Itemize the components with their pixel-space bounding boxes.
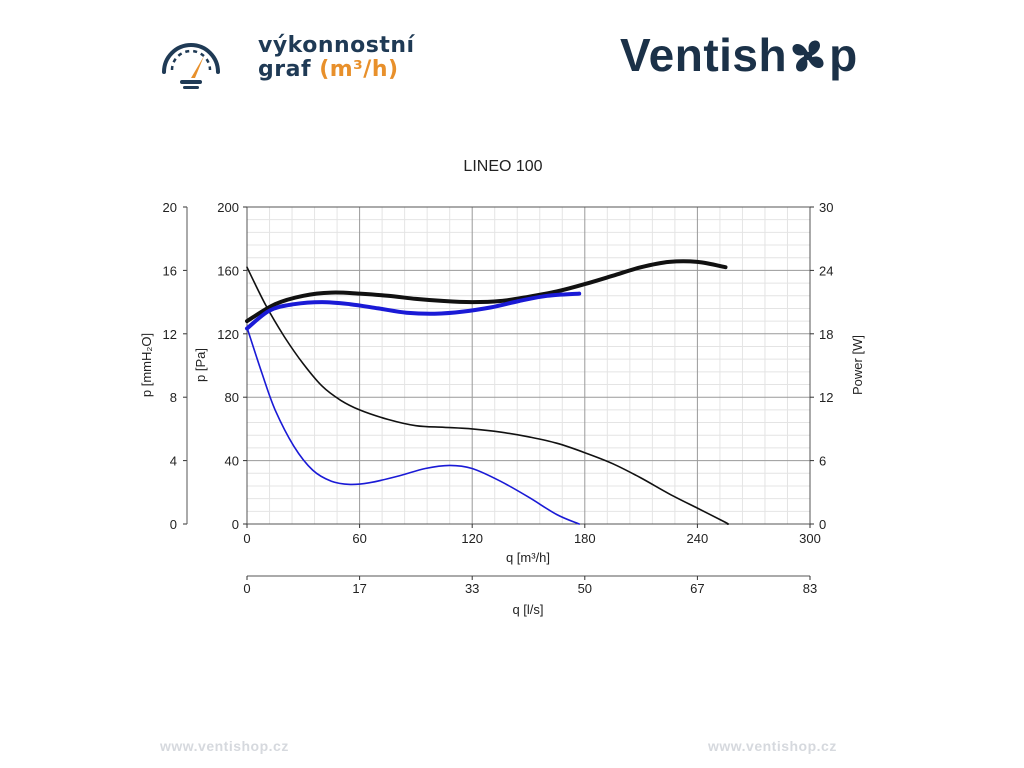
y-tick-label-power: 12 [819,390,833,405]
series-power-blue [245,291,582,331]
series-power-black [245,259,728,324]
y-axis-label-power: Power [W] [850,335,865,395]
y-tick-label-pa: 160 [217,263,239,278]
y-tick-label-mmh2o: 0 [170,517,177,532]
y-tick-label-mmh2o: 16 [163,263,177,278]
x-tick-label: 240 [687,531,709,546]
grid-minor [247,207,810,524]
y-axis-label-mmh2o: p [mmH₂O] [139,333,154,397]
x2-tick-label: 17 [352,581,366,596]
x2-tick-label: 50 [578,581,592,596]
chart-type-label: výkonnostní graf (m³/h) [258,34,415,82]
y-tick-label-power: 18 [819,327,833,342]
ticks-layer: 0 60 120 180 240 3000408012016020004812162006… [163,200,834,596]
x2-tick-label: 0 [243,581,250,596]
header-title-line1: výkonnostní [258,33,415,58]
y-tick-label-power: 30 [819,200,833,215]
y-tick-label-pa: 0 [232,517,239,532]
chart-title: LINEO 100 [463,158,542,175]
y-tick-label-pa: 120 [217,327,239,342]
y-tick-label-power: 0 [819,517,826,532]
brand-text-right: p [829,29,858,81]
y-tick-label-mmh2o: 4 [170,454,177,469]
header-title-line2: graf [258,57,312,82]
x2-tick-label: 67 [690,581,704,596]
series-pressure-black [246,266,730,525]
y-tick-label-pa: 40 [225,454,239,469]
x2-axis-label: q [l/s] [512,602,543,617]
x-tick-label: 300 [799,531,821,546]
y-tick-label-mmh2o: 12 [163,327,177,342]
series-layer [245,259,730,525]
y-tick-label-power: 6 [819,454,826,469]
footer-url-right: www.ventishop.cz [708,738,837,754]
y-tick-label-pa: 80 [225,390,239,405]
x-tick-label: 120 [461,531,483,546]
x-tick-label: 180 [574,531,596,546]
y-tick-label-pa: 200 [217,200,239,215]
x2-tick-label: 33 [465,581,479,596]
brand-logo: Ventish p [620,28,858,82]
x-tick-label: 0 [243,531,250,546]
gauge-icon [162,43,220,89]
y-tick-label-mmh2o: 8 [170,390,177,405]
grid-major [247,207,810,524]
y-tick-label-mmh2o: 20 [163,200,177,215]
fan-icon [792,40,824,72]
x2-tick-label: 83 [803,581,817,596]
x-tick-label: 60 [352,531,366,546]
y-tick-label-power: 24 [819,263,833,278]
plot-frame [246,206,811,525]
series-pressure-blue [246,326,580,525]
y-axis-label-pa: p [Pa] [193,348,208,382]
x-axis-label: q [m³/h] [506,550,550,565]
footer-url-left: www.ventishop.cz [160,738,289,754]
header-title-unit: (m³/h) [319,57,399,82]
brand-text-left: Ventish [620,29,788,81]
